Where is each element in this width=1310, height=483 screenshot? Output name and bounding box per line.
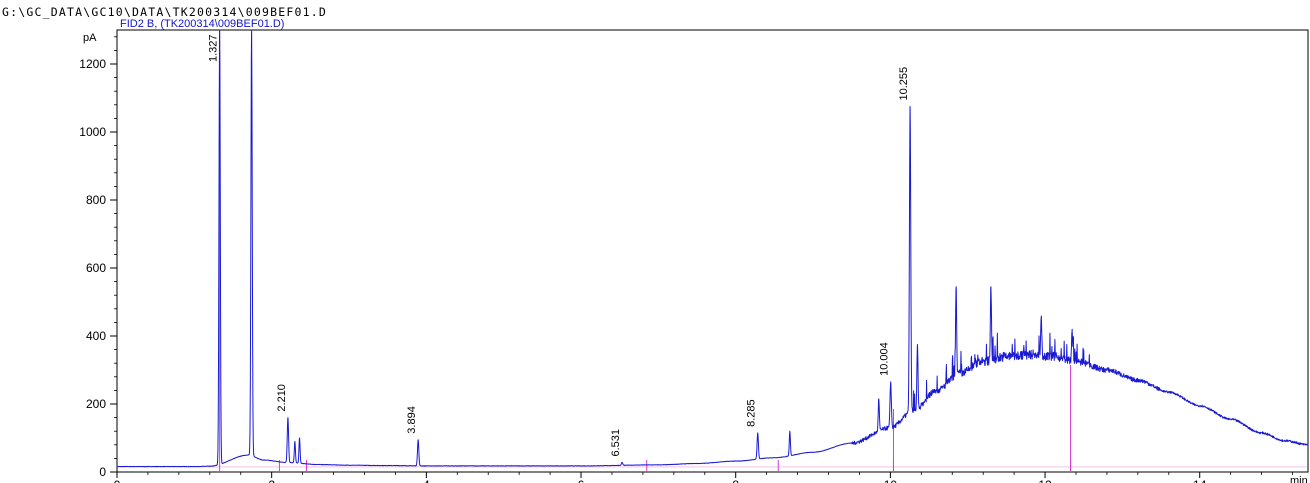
y-tick-label: 800 bbox=[86, 193, 106, 207]
peak-labels: 1.327 2.210 3.894 6.531 8.285 10.004 10.255 bbox=[208, 34, 910, 457]
peak-label: 1.327 bbox=[208, 34, 220, 62]
integration-markers bbox=[117, 30, 1308, 472]
signal-line bbox=[116, 29, 1309, 468]
axes: 0 200 400 600 800 1000 1200 0 2 4 6 8 10 12 14 bbox=[79, 36, 1293, 483]
x-tick-label: 14 bbox=[1193, 478, 1207, 483]
y-tick-label: 600 bbox=[86, 261, 106, 275]
y-tick-label: 400 bbox=[86, 329, 106, 343]
y-tick-label: 200 bbox=[86, 397, 106, 411]
peak-label: 10.004 bbox=[879, 342, 891, 376]
peak-label: 8.285 bbox=[746, 399, 758, 427]
x-tick-label: 8 bbox=[732, 478, 739, 483]
peak-label: 3.894 bbox=[406, 406, 418, 434]
x-tick-label: 10 bbox=[884, 478, 898, 483]
x-tick-label: 12 bbox=[1038, 478, 1052, 483]
peak-label: 6.531 bbox=[610, 429, 622, 457]
file-path: G:\GC_DATA\GC10\DATA\TK200314\009BEF01.D bbox=[2, 5, 327, 19]
x-tick-label: 0 bbox=[114, 478, 121, 483]
y-tick-label: 1000 bbox=[79, 125, 106, 139]
signal-trace bbox=[116, 29, 1309, 468]
signal-title: FID2 B, (TK200314\009BEF01.D) bbox=[120, 18, 284, 30]
y-tick-label: 0 bbox=[99, 465, 106, 479]
peak-label: 10.255 bbox=[898, 67, 910, 101]
x-tick-label: 2 bbox=[268, 478, 275, 483]
x-tick-label: 6 bbox=[578, 478, 585, 483]
x-tick-label: 4 bbox=[423, 478, 430, 483]
x-axis-unit: min bbox=[1290, 475, 1308, 483]
y-axis-unit: pA bbox=[83, 32, 97, 44]
plot-frame bbox=[116, 29, 1309, 473]
y-tick-label: 1200 bbox=[79, 57, 106, 71]
peak-label: 2.210 bbox=[276, 384, 288, 412]
plot-border bbox=[116, 29, 1309, 473]
